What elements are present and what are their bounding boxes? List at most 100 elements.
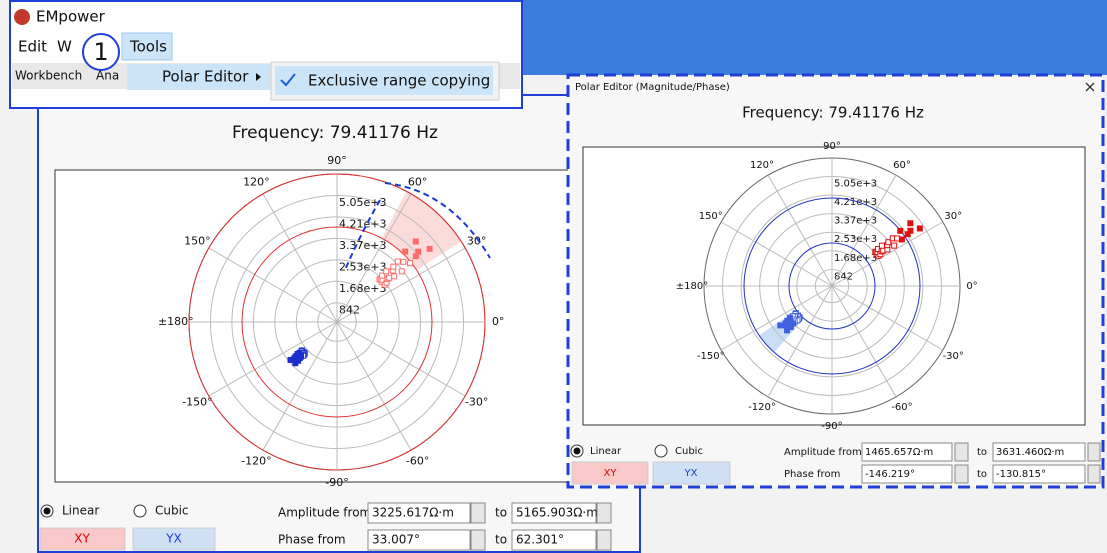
radius-label: 1.68e+3	[834, 253, 877, 264]
frequency-title: Frequency: 79.41176 Hz	[232, 123, 438, 143]
window-title: Polar Editor (Magnitude/Phase)	[575, 82, 730, 93]
screenshot: Frequency: 79.41176 Hz 5.05e+3 4.21e+3 3.3…	[0, 0, 1107, 553]
input-value[interactable]: 3631.460Ω·m	[996, 447, 1064, 458]
field-label: Amplitude from	[278, 506, 371, 520]
radio-label[interactable]: Cubic	[155, 504, 189, 518]
left-panel: Frequency: 79.41176 Hz 5.05e+34.21e+33.3…	[38, 95, 640, 552]
radio-label[interactable]: Linear	[62, 504, 99, 518]
marker	[395, 259, 400, 264]
marker	[879, 243, 884, 248]
marker	[392, 274, 397, 279]
input-value[interactable]: -130.815°	[996, 469, 1046, 480]
spinner[interactable]	[1088, 443, 1100, 461]
radio-label[interactable]: Linear	[590, 446, 622, 457]
field-label: to	[977, 447, 987, 458]
marker	[391, 264, 396, 269]
angle-label: 30°	[944, 211, 962, 222]
angle-label: 0°	[966, 281, 977, 292]
angle-label: 60°	[893, 160, 911, 171]
menu-item[interactable]: Edit	[18, 38, 47, 56]
marker	[908, 228, 913, 233]
marker	[427, 246, 432, 251]
angle-label: -90°	[821, 421, 842, 432]
spinner[interactable]	[471, 503, 485, 523]
button-label[interactable]: XY	[604, 468, 618, 479]
marker	[898, 228, 903, 233]
marker	[293, 361, 298, 366]
menu-item[interactable]: Tools	[129, 38, 167, 56]
button-label[interactable]: XY	[74, 532, 90, 546]
angle-label: 30°	[467, 234, 487, 247]
marker	[401, 259, 406, 264]
field-label: Phase from	[278, 533, 346, 547]
spinner[interactable]	[1088, 465, 1100, 483]
marker	[407, 261, 412, 266]
step-number: 1	[93, 38, 108, 66]
menu-window: EMpower Edit W Tools Workbench Ana 1 Pol…	[10, 1, 522, 108]
app-title: EMpower	[36, 8, 106, 26]
marker	[892, 243, 897, 248]
angle-label: 120°	[243, 175, 270, 188]
spinner[interactable]	[955, 465, 968, 483]
field-label: to	[977, 469, 987, 480]
desktop-band	[522, 0, 1107, 75]
marker	[899, 237, 904, 242]
angle-label: -150°	[697, 351, 725, 362]
right-panel: Polar Editor (Magnitude/Phase) Frequency…	[568, 75, 1103, 487]
radius-label: 5.05e+3	[834, 179, 877, 190]
radius-label: 3.37e+3	[339, 239, 386, 252]
spinner[interactable]	[471, 530, 485, 550]
marker	[384, 269, 389, 274]
marker	[413, 239, 418, 244]
angle-label: -30°	[943, 351, 964, 362]
field-label: Amplitude from	[784, 447, 862, 458]
angle-label: -120°	[748, 402, 776, 413]
spinner[interactable]	[955, 443, 968, 461]
marker	[288, 357, 293, 362]
angle-label: 150°	[184, 234, 211, 247]
radius-label: 3.37e+3	[834, 216, 877, 227]
angle-label: -120°	[241, 455, 271, 468]
frequency-title: Frequency: 79.41176 Hz	[742, 104, 924, 122]
marker	[416, 249, 421, 254]
app-icon	[14, 9, 30, 25]
marker	[917, 226, 922, 231]
marker	[399, 269, 404, 274]
menu-item[interactable]: W	[57, 38, 72, 56]
marker	[387, 275, 392, 280]
marker	[785, 328, 790, 333]
marker	[778, 323, 783, 328]
angle-label: 150°	[699, 211, 723, 222]
angle-label: 90°	[327, 154, 347, 167]
input-value[interactable]: 1465.657Ω·m	[865, 447, 933, 458]
angle-label: 90°	[823, 141, 841, 152]
input-value[interactable]: 3225.617Ω·m	[372, 506, 454, 520]
angle-label: -60°	[891, 402, 912, 413]
submenu-item[interactable]: Polar Editor	[162, 68, 249, 86]
angle-label: -150°	[182, 396, 212, 409]
input-value[interactable]: 33.007°	[372, 533, 420, 547]
angle-label: 0°	[492, 315, 505, 328]
input-value[interactable]: 62.301°	[516, 533, 564, 547]
input-value[interactable]: -146.219°	[865, 469, 915, 480]
button-label[interactable]: YX	[165, 532, 182, 546]
tab[interactable]: Workbench	[15, 69, 82, 83]
angle-label: -90°	[325, 476, 348, 489]
angle-label: ±180°	[158, 315, 194, 328]
marker	[894, 236, 899, 241]
field-label: to	[495, 533, 507, 547]
spinner[interactable]	[597, 530, 611, 550]
angle-label: -60°	[406, 455, 429, 468]
option[interactable]: Exclusive range copying	[308, 72, 490, 90]
angle-label: 60°	[408, 175, 428, 188]
button-label[interactable]: YX	[684, 468, 698, 479]
radius-label: 4.21e+3	[339, 218, 386, 231]
marker	[908, 221, 913, 226]
angle-label: -30°	[465, 396, 488, 409]
angle-label: 120°	[750, 160, 774, 171]
spinner[interactable]	[597, 503, 611, 523]
input-value[interactable]: 5165.903Ω·m	[516, 506, 598, 520]
radio-label[interactable]: Cubic	[675, 446, 703, 457]
field-label: to	[495, 506, 507, 520]
field-label: Phase from	[784, 469, 840, 480]
